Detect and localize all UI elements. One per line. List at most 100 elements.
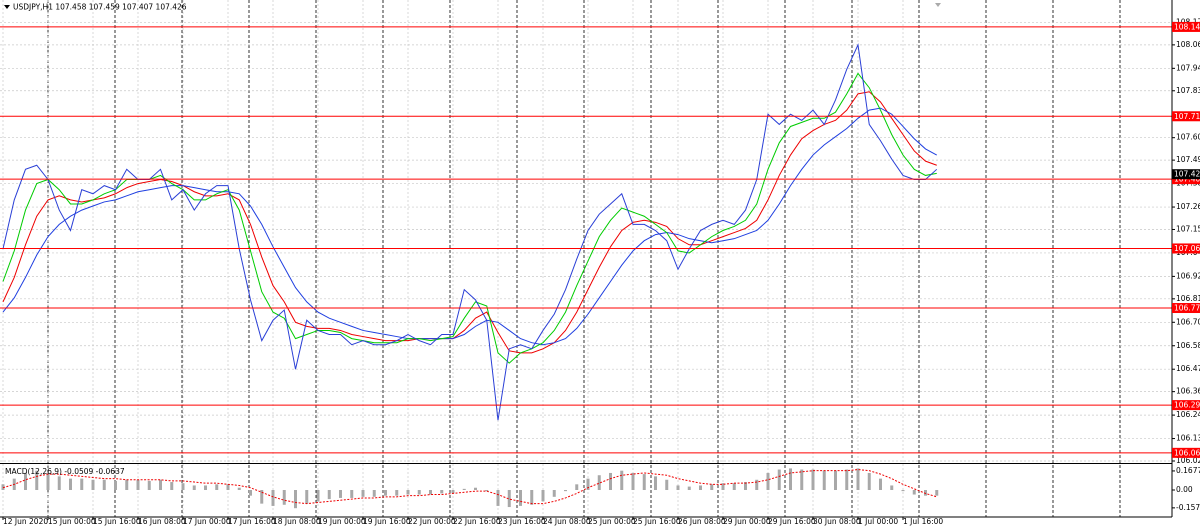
macd-bar: [496, 490, 500, 506]
macd-bar: [744, 482, 747, 490]
level-label: 107.710: [1174, 112, 1200, 121]
y-tick-label: 106.470: [1176, 364, 1200, 373]
macd-bar: [282, 490, 286, 505]
macd-bar: [552, 490, 556, 497]
level-label: 108.148: [1174, 22, 1200, 31]
x-tick-label: 12 Jun 2020: [3, 517, 48, 526]
macd-bar: [912, 490, 916, 495]
macd-bar: [462, 488, 466, 490]
x-tick-label: 1 Jul 16:00: [903, 517, 943, 526]
macd-bar: [91, 479, 95, 490]
signal-line: [2, 469, 937, 505]
macd-bar: [834, 470, 837, 490]
plot-layer: [0, 26, 1172, 509]
macd-bar: [597, 475, 601, 490]
price-line: [2, 91, 937, 354]
y-tick-label: 107.605: [1176, 133, 1200, 142]
x-tick-label: 17 Jun 16:00: [228, 517, 276, 526]
x-tick-label: 24 Jun 08:00: [543, 517, 591, 526]
macd-bar: [226, 484, 230, 490]
macd-bar: [856, 468, 860, 490]
x-tick-label: 17 Jun 00:00: [183, 517, 231, 526]
macd-bar: [451, 490, 455, 494]
macd-bar: [350, 490, 354, 498]
level-label: 107.062: [1174, 244, 1200, 253]
y-tick-label: -0.1572: [1176, 503, 1200, 512]
macd-bar: [406, 490, 410, 495]
macd-bar: [924, 490, 927, 496]
macd-bar: [57, 476, 61, 490]
macd-bar: [440, 490, 444, 494]
macd-bar: [46, 472, 50, 490]
macd-bar: [867, 472, 871, 490]
macd-bar: [125, 479, 129, 490]
macd-bar: [811, 469, 815, 490]
macd-bar: [204, 485, 207, 490]
macd-bar: [586, 478, 590, 490]
price-line: [2, 107, 937, 346]
macd-bar: [789, 468, 792, 490]
current-price-label: 107.426: [1174, 170, 1200, 179]
y-tick-label: 107.265: [1176, 202, 1200, 211]
macd-bar: [890, 485, 894, 490]
level-label-box: [1172, 400, 1200, 411]
level-label-box: [1172, 243, 1200, 254]
x-tick-label: 18 Jun 08:00: [273, 517, 321, 526]
macd-bar: [710, 484, 714, 490]
price-line: [2, 72, 937, 364]
macd-bar: [935, 490, 939, 496]
macd-bar: [395, 490, 399, 496]
macd-bar: [699, 485, 702, 490]
y-tick-label: 106.925: [1176, 271, 1200, 280]
x-tick-label: 22 Jun 00:00: [408, 517, 456, 526]
x-tick-label: 15 Jun 00:00: [48, 517, 96, 526]
macd-bar: [901, 490, 905, 492]
macd-bar: [755, 479, 759, 490]
x-tick-label: 29 Jun 00:00: [723, 517, 771, 526]
macd-bar: [507, 490, 511, 508]
y-tick-label: 106.245: [1176, 410, 1200, 419]
x-tick-label: 23 Jun 16:00: [498, 517, 546, 526]
y-tick-label: 106.700: [1176, 317, 1200, 326]
macd-bar: [294, 490, 297, 509]
macd-bar: [721, 483, 725, 490]
macd-bar: [69, 478, 72, 490]
macd-bar: [665, 479, 669, 490]
macd-bar: [271, 490, 275, 506]
y-tick-label: 107.945: [1176, 63, 1200, 72]
macd-bar: [181, 483, 185, 490]
macd-bar: [136, 479, 140, 490]
x-tick-label: 25 Jun 16:00: [633, 517, 681, 526]
macd-bar: [215, 484, 219, 490]
x-tick-label: 22 Jun 16:00: [453, 517, 501, 526]
macd-bar: [429, 490, 432, 495]
macd-title: MACD(12,26,9) -0.0509 -0.0637: [5, 467, 125, 476]
macd-bar: [159, 479, 162, 490]
level-label-box: [1172, 111, 1200, 122]
macd-bar: [24, 472, 27, 490]
macd-bar: [192, 485, 196, 490]
macd-bar: [732, 483, 736, 490]
x-tick-label: 1 Jul 00:00: [858, 517, 898, 526]
x-tick-label: 25 Jun 00:00: [588, 517, 636, 526]
macd-bar: [564, 490, 567, 492]
grid-layer: [0, 0, 1172, 517]
macd-bar: [147, 480, 151, 490]
y-tick-label: 106.130: [1176, 434, 1200, 443]
macd-bar: [766, 472, 770, 490]
macd-bar: [417, 490, 421, 495]
shift-marker[interactable]: [935, 3, 941, 7]
macd-bar: [631, 472, 635, 490]
macd-bar: [642, 474, 646, 490]
y-tick-label: 0.00: [1176, 485, 1193, 494]
menu-triangle[interactable]: [4, 5, 10, 9]
x-tick-label: 26 Jun 08:00: [678, 517, 726, 526]
y-tick-label: 107.495: [1176, 155, 1200, 164]
macd-bar: [249, 490, 252, 496]
y-tick-label: 106.020: [1176, 456, 1200, 465]
level-label: 106.060: [1174, 448, 1200, 457]
macd-bar: [1, 484, 5, 490]
macd-bar: [845, 469, 849, 490]
